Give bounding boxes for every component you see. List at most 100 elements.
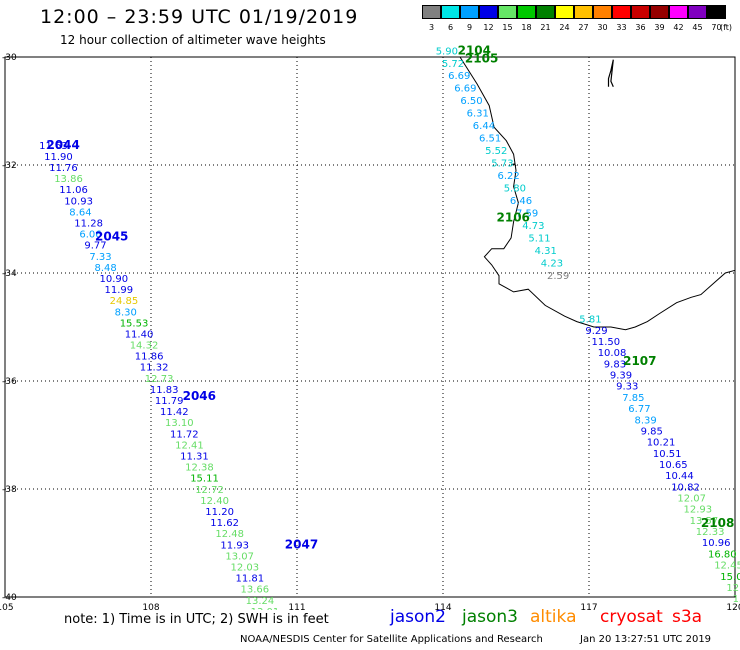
wave-height-value: 10.65 [659, 460, 688, 471]
wave-height-value: 11.20 [205, 507, 234, 518]
wave-height-value: 10.93 [64, 196, 93, 207]
lat-tick-label: -38 [2, 485, 17, 495]
wave-height-value: 13.07 [225, 551, 254, 562]
wave-height-value: 5.72 [442, 59, 464, 70]
wave-height-value: 7.85 [622, 393, 644, 404]
wave-height-value: 12.40 [200, 496, 229, 507]
wave-height-value: 10.08 [598, 348, 627, 359]
wave-height-value: 12.33 [696, 527, 725, 538]
wave-height-value: 11.86 [135, 352, 164, 363]
wave-height-value: 4.31 [535, 246, 557, 257]
mission-label: altika [530, 607, 577, 627]
footer-note: note: 1) Time is in UTC; 2) SWH is in fe… [64, 612, 329, 627]
wave-height-value: 5.81 [579, 315, 601, 326]
wave-height-value: 5.90 [436, 46, 458, 57]
wave-height-value: 4.23 [541, 258, 563, 269]
legend-swatch [460, 5, 479, 19]
wave-height-value: 10.44 [665, 471, 694, 482]
legend-value: 24 [559, 23, 570, 32]
wave-height-value: 12.72 [195, 485, 224, 496]
legend-swatch [441, 5, 460, 19]
lon-tick-label: 108 [142, 603, 159, 610]
wave-height-value: 9.77 [84, 241, 106, 252]
legend-swatch [669, 5, 688, 19]
legend-value: 6 [447, 23, 454, 32]
lon-tick-label: 117 [580, 603, 597, 610]
wave-height-value: 12.07 [677, 494, 706, 505]
wave-height-value: 12.03 [231, 563, 260, 574]
pass-number-label: 2045 [95, 230, 128, 244]
map-frame [4, 56, 736, 598]
legend-swatch [612, 5, 631, 19]
legend-value: 33 [616, 23, 627, 32]
page-title: 12:00 – 23:59 UTC 01/19/2019 [40, 6, 359, 28]
wave-height-value: 11.62 [210, 518, 239, 529]
wave-height-value: 11.06 [59, 185, 88, 196]
wave-height-value: 11.72 [170, 429, 199, 440]
island [510, 163, 517, 167]
wave-height-value: 6.22 [498, 171, 520, 182]
map-canvas: 105 108 111 114 117 120 -30 -32 -34 -36 -38 -40 11.6… [0, 43, 740, 610]
wave-height-value: 7.59 [516, 209, 538, 220]
wave-height-value: 11.28 [74, 219, 103, 230]
lat-tick-label: -30 [2, 53, 17, 63]
wave-height-value: 6.44 [473, 121, 495, 132]
inland-lake [607, 59, 614, 87]
wave-height-value: 24.85 [110, 296, 139, 307]
mission-label: s3a [672, 607, 703, 627]
pass-number-label: 2104 [458, 43, 491, 57]
wave-height-value: 13.57 [690, 516, 719, 527]
legend-value: 30 [597, 23, 608, 32]
pass-number-label: 2106 [497, 211, 530, 225]
legend-value: 3 [428, 23, 435, 32]
wave-height-value: 13.66 [241, 585, 270, 596]
lon-tick-label: 120 [726, 603, 740, 610]
lat-tick-label: -32 [2, 161, 17, 171]
wave-height-value: 9.85 [641, 427, 663, 438]
pass-number-label: 2047 [285, 537, 318, 551]
wave-height-value: 13.01 [251, 607, 280, 610]
wave-height-value: 9.83 [604, 359, 626, 370]
wave-height-value: 11.76 [49, 163, 78, 174]
wave-height-value: 15.53 [120, 318, 149, 329]
mission-label: jason3 [462, 607, 518, 627]
wave-height-value: 12.73 [145, 374, 174, 385]
wave-height-value: 10.82 [671, 482, 700, 493]
legend-swatch [479, 5, 498, 19]
legend-value: 21 [540, 23, 551, 32]
legend-swatch [707, 5, 726, 19]
legend-swatch [536, 5, 555, 19]
wave-height-value: 7.33 [89, 252, 111, 263]
wave-height-value: 11.90 [44, 152, 73, 163]
pass-number-label: 2107 [623, 354, 656, 368]
wave-height-value: 13.10 [165, 418, 194, 429]
legend-value: 18 [521, 23, 532, 32]
wave-height-value: 15.08 [720, 572, 740, 583]
wave-height-value: 11.50 [592, 337, 621, 348]
wave-height-value: 4.73 [522, 221, 544, 232]
legend-value: 42 [673, 23, 684, 32]
wave-height-value: 8.64 [69, 207, 91, 218]
wave-height-value: 11.40 [125, 329, 154, 340]
wave-height-value: 11.31 [180, 452, 209, 463]
legend-value: 12 [483, 23, 494, 32]
legend-swatch [688, 5, 707, 19]
wave-height-value: 10.96 [702, 538, 731, 549]
wave-height-value: 5.52 [485, 146, 507, 157]
wave-height-value: 11.63 [39, 141, 68, 152]
coastline [459, 56, 736, 331]
lon-tick-label: 111 [288, 603, 305, 610]
pass-number-label: 2044 [46, 138, 79, 152]
wave-height-value: 5.80 [504, 184, 526, 195]
wave-height-value: 11.99 [105, 285, 134, 296]
wave-height-value: 6.51 [479, 134, 501, 145]
wave-height-value: 6.31 [467, 109, 489, 120]
legend-value: 27 [578, 23, 589, 32]
legend-swatch [593, 5, 612, 19]
wave-height-value: 11.83 [150, 385, 179, 396]
legend-swatch [498, 5, 517, 19]
wave-height-value: 14.32 [130, 341, 159, 352]
wave-height-value: 11.81 [236, 574, 265, 585]
wave-height-value: 10.90 [100, 274, 129, 285]
lon-tick-label: 105 [0, 603, 14, 610]
